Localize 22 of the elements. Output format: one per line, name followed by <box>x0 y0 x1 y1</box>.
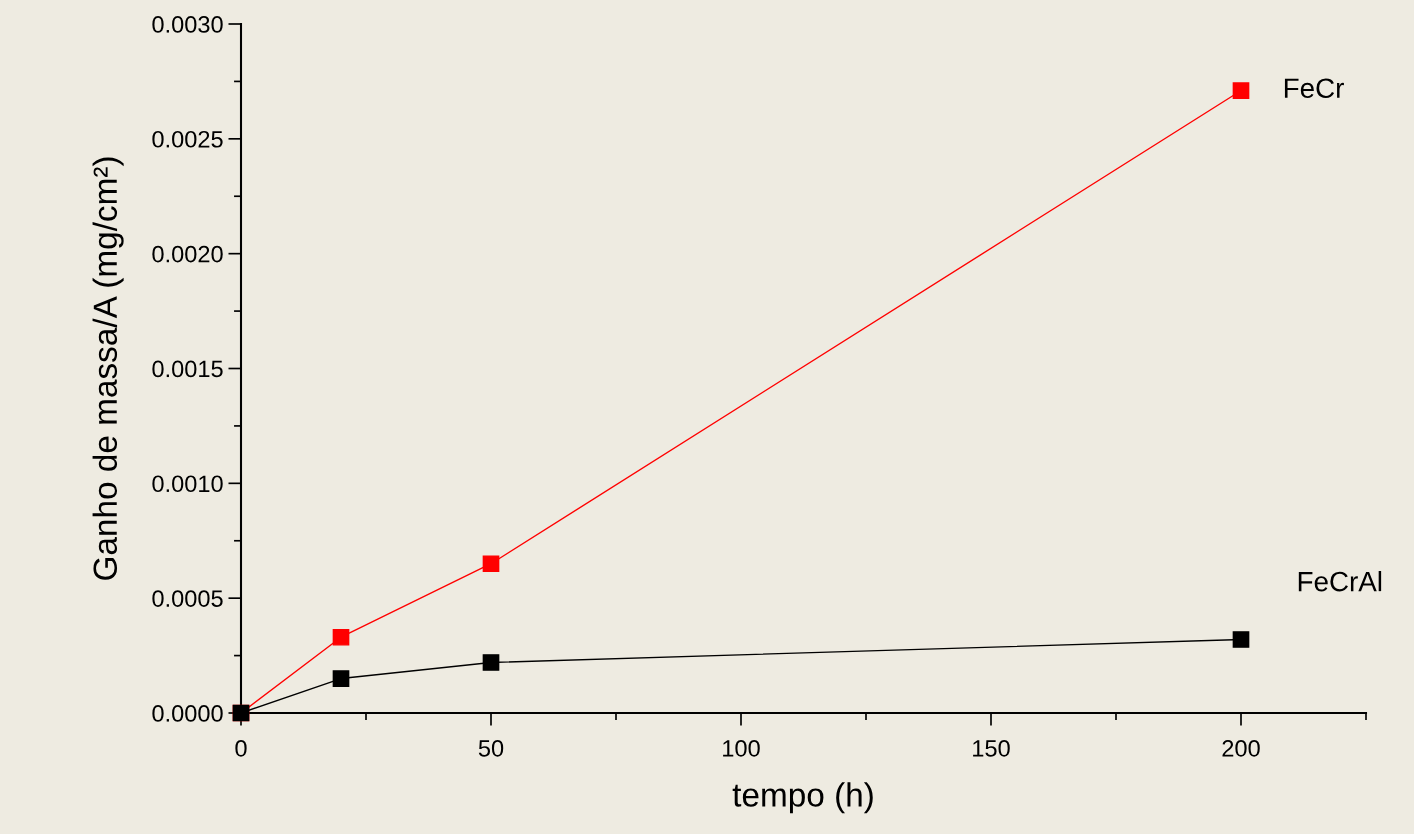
y-tick-label: 0.0020 <box>152 245 223 263</box>
point <box>1232 631 1250 648</box>
x-axis-title: tempo (h) <box>732 782 873 814</box>
point <box>1232 82 1250 99</box>
y-tick-label: 0.0015 <box>152 360 223 378</box>
y-tick-label: 0.0000 <box>152 705 223 722</box>
y-tick-label: 0.0030 <box>152 16 223 33</box>
point <box>482 555 500 573</box>
y-axis-title: Ganho de massa/A (mg/cm²) <box>92 157 124 580</box>
point <box>482 654 500 671</box>
y-tick-label: 0.0005 <box>152 590 223 607</box>
x-tick-label: 150 <box>973 740 1010 757</box>
x-tick-label: 200 <box>1222 740 1260 757</box>
series-label: FeCr <box>1284 78 1344 99</box>
x-tick-label: 0 <box>235 740 247 757</box>
y-tick-label: 0.0010 <box>152 475 223 493</box>
point <box>332 628 350 646</box>
x-tick-label: 50 <box>478 740 504 757</box>
y-tick-label: 0.0025 <box>152 130 223 148</box>
x-tick-label: 100 <box>723 740 760 757</box>
point <box>332 670 350 687</box>
text: FeCrAl <box>1298 571 1382 592</box>
